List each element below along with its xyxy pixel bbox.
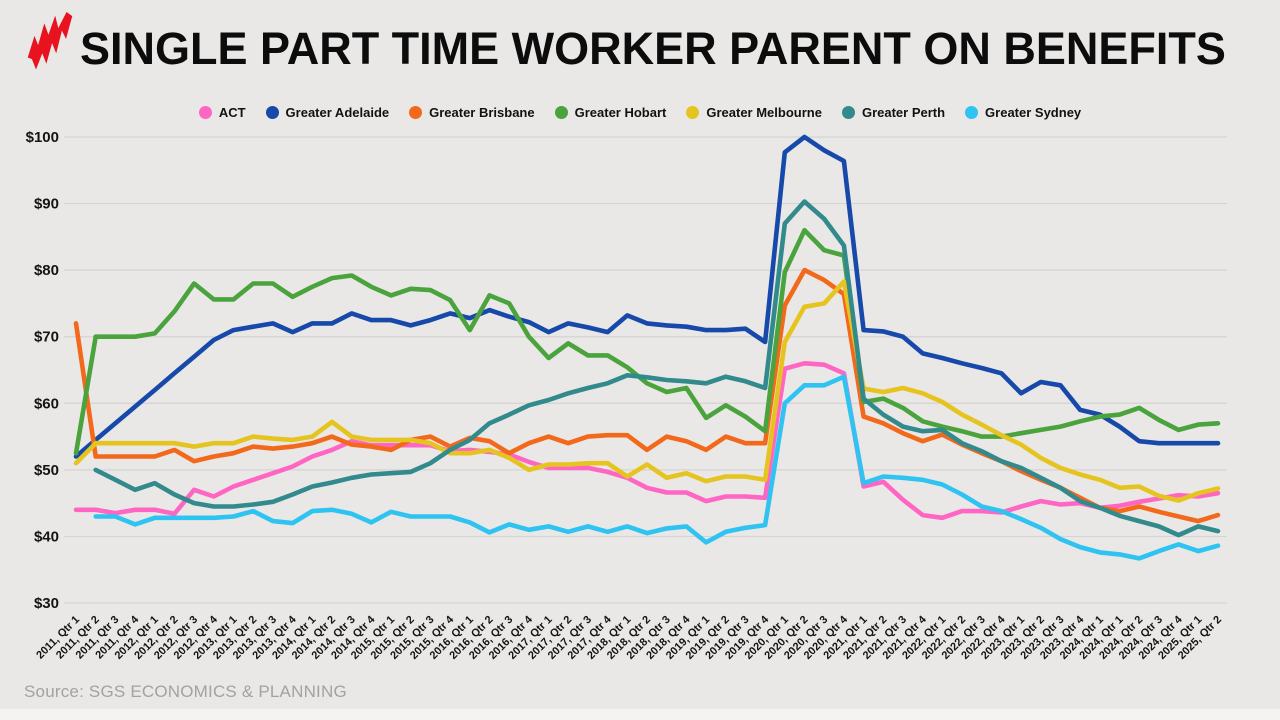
y-axis-label: $90: [34, 196, 59, 213]
legend-swatch-icon: [265, 105, 279, 119]
bottom-strip: [0, 709, 1280, 720]
page-title: SINGLE PART TIME WORKER PARENT ON BENEFI…: [80, 23, 1226, 74]
legend-label: Greater Brisbane: [429, 104, 535, 120]
source-attribution: Source: SGS ECONOMICS & PLANNING: [24, 682, 347, 701]
legend-item-greater-melbourne: Greater Melbourne: [686, 105, 822, 120]
sbs-logo: [27, 12, 73, 70]
series-line-greater-melbourne: [73, 279, 1221, 503]
sbs-logo-mark: [27, 12, 73, 70]
legend-item-act: ACT: [198, 104, 246, 120]
legend-swatch-icon: [198, 105, 212, 119]
series-line-greater-brisbane: [73, 267, 1221, 524]
series-line-greater-adelaide: [73, 134, 1221, 459]
legend-label: Greater Adelaide: [285, 104, 390, 120]
legend-label: Greater Perth: [861, 104, 946, 120]
series-line-greater-perth: [93, 199, 1221, 538]
y-axis-label: $80: [34, 262, 59, 279]
series-line-act: [73, 360, 1221, 521]
legend-label: Greater Melbourne: [706, 104, 822, 120]
legend-swatch-icon: [554, 105, 568, 119]
legend-label: Greater Hobart: [574, 104, 667, 120]
legend-item-greater-hobart: Greater Hobart: [554, 104, 667, 120]
y-axis-label: $40: [34, 528, 59, 545]
y-axis-label: $30: [34, 595, 59, 612]
series-line-greater-hobart: [73, 227, 1221, 456]
legend-item-greater-perth: Greater Perth: [841, 104, 946, 120]
legend-swatch-icon: [841, 105, 855, 119]
legend-item-greater-sydney: Greater Sydney: [965, 105, 1081, 120]
y-axis-label: $100: [26, 129, 59, 146]
series-line-greater-sydney: [93, 374, 1221, 561]
legend-swatch-icon: [409, 105, 423, 119]
y-axis-label: $50: [34, 462, 59, 479]
legend-label: ACT: [218, 104, 246, 120]
legend-swatch-icon: [686, 105, 700, 119]
legend-label: Greater Sydney: [985, 104, 1082, 120]
y-axis-label: $60: [34, 395, 59, 412]
y-axis-label: $70: [34, 329, 59, 346]
legend-item-greater-adelaide: Greater Adelaide: [265, 104, 390, 120]
legend-item-greater-brisbane: Greater Brisbane: [409, 105, 535, 120]
chart-legend: ACT Greater Adelaide Greater Brisbane Great…: [0, 100, 1280, 124]
legend-swatch-icon: [965, 105, 979, 119]
